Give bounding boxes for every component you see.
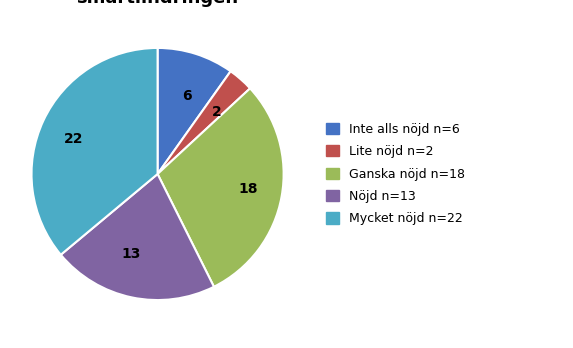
Wedge shape: [32, 48, 158, 255]
Text: 22: 22: [64, 132, 83, 146]
Title: Informanternas tillfredställelse med
smärtlindringen: Informanternas tillfredställelse med smä…: [0, 0, 341, 7]
Text: 18: 18: [238, 182, 258, 196]
Text: 2: 2: [211, 105, 221, 119]
Legend: Inte alls nöjd n=6, Lite nöjd n=2, Ganska nöjd n=18, Nöjd n=13, Mycket nöjd n=22: Inte alls nöjd n=6, Lite nöjd n=2, Gansk…: [321, 118, 470, 230]
Wedge shape: [158, 48, 230, 174]
Wedge shape: [61, 174, 214, 300]
Wedge shape: [158, 71, 250, 174]
Text: 13: 13: [121, 247, 141, 261]
Wedge shape: [158, 88, 284, 287]
Text: 6: 6: [182, 89, 192, 103]
